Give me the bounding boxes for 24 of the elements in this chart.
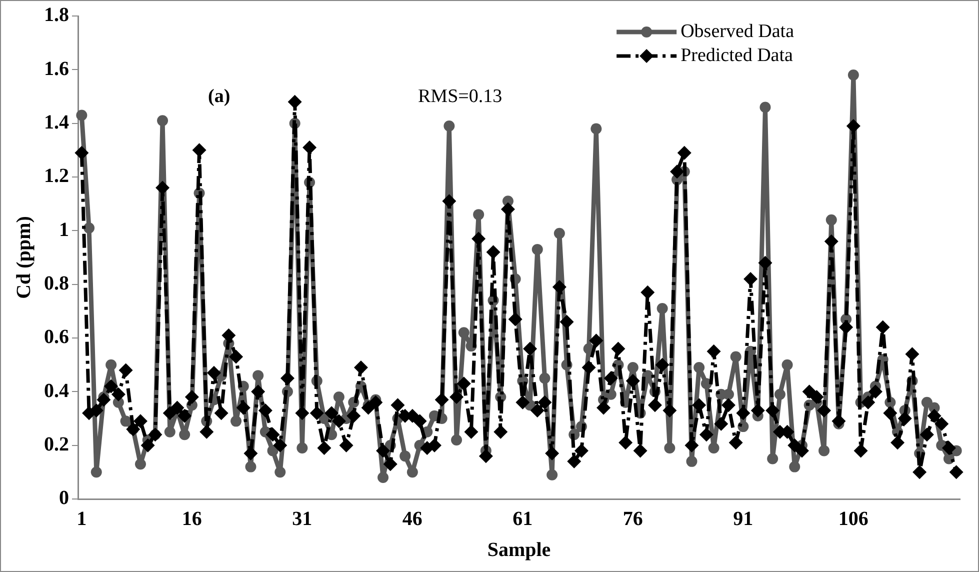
x-tick-label: 16 <box>182 508 202 530</box>
x-tick-label: 46 <box>402 508 422 530</box>
y-tick-label: 1.2 <box>44 165 69 188</box>
x-tick-label: 91 <box>733 508 754 530</box>
legend-label: Predicted Data <box>680 44 794 66</box>
y-axis-title: Cd (ppm) <box>13 216 36 299</box>
y-tick-label: 0 <box>59 487 69 510</box>
y-tick-label: 1.4 <box>44 112 69 134</box>
x-tick-label: 61 <box>512 508 533 530</box>
x-tick-label: 31 <box>292 508 312 530</box>
x-axis-title: Sample <box>487 539 551 562</box>
y-tick-label: 0.8 <box>44 272 69 295</box>
annotation: (a) <box>208 86 230 107</box>
x-tick-label: 76 <box>622 508 643 530</box>
y-tick-label: 1.8 <box>44 4 69 26</box>
y-tick-label: 0.2 <box>44 434 69 456</box>
y-tick-label: 0.4 <box>44 380 69 402</box>
annotation: RMS=0.13 <box>418 86 502 107</box>
y-tick-label: 1.6 <box>44 58 69 80</box>
x-tick-label: 1 <box>76 508 87 530</box>
y-tick-label: 0.6 <box>44 326 69 348</box>
y-tick-label: 1 <box>59 218 69 241</box>
legend-label: Observed Data <box>680 20 795 42</box>
x-tick-label: 106 <box>838 508 868 530</box>
